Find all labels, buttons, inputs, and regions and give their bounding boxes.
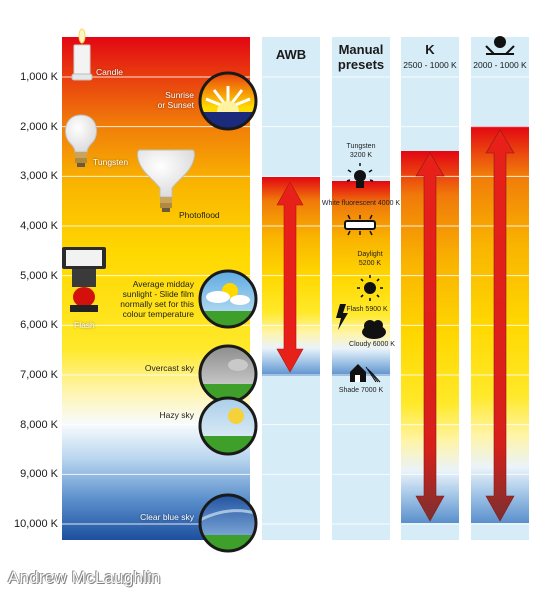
- custom-range-subtitle: 2000 - 1000 K: [473, 60, 527, 70]
- daylight-preset-icon: [357, 275, 383, 301]
- custom-range-arrow: [485, 129, 515, 522]
- awb-range-arrow: [276, 181, 304, 373]
- overcast-label: Overcast sky: [144, 363, 194, 373]
- sunset-icon: [200, 73, 256, 129]
- shade-preset-icon: [350, 364, 381, 383]
- cloudy-preset-icon: [362, 320, 386, 339]
- preset-daylight-line2: 5200 K: [358, 260, 382, 267]
- flash-label: Flash: [74, 320, 95, 330]
- kelvin-tick-label: 10,000 K: [13, 518, 58, 530]
- midday-label-line4: colour temperature: [122, 309, 194, 319]
- manual-presets-header-line2: presets: [337, 57, 385, 72]
- k-range-subtitle: 2500 - 1000 K: [403, 60, 457, 70]
- kelvin-tick-label: 7,000 K: [20, 369, 58, 381]
- sunset-label-line2: or Sunset: [157, 100, 194, 110]
- preset-fluorescent: White fluorescent 4000 K: [321, 200, 401, 207]
- preset-cloudy: Cloudy 6000 K: [349, 341, 395, 348]
- awb-header: AWB: [275, 47, 307, 62]
- midday-label-line3: normally set for this: [120, 299, 194, 309]
- k-header: K: [425, 42, 435, 57]
- kelvin-tick-label: 1,000 K: [20, 71, 58, 83]
- bulb-icon: [64, 114, 98, 167]
- sunset-label-line1: Sunrise: [165, 90, 194, 100]
- midday-label-line2: sunlight - Slide film: [122, 289, 194, 299]
- preset-flash: Flash 5900 K: [346, 306, 388, 313]
- kelvin-tick-label: 8,000 K: [20, 418, 58, 431]
- tungsten-label: Tungsten: [93, 157, 129, 167]
- manual-range-fill: [332, 181, 390, 376]
- kelvin-tick-label: 9,000 K: [20, 468, 58, 481]
- custom-white-balance-icon: [485, 36, 515, 55]
- hazy-label: Hazy sky: [159, 410, 194, 420]
- flash-unit-icon: [62, 247, 106, 312]
- kelvin-tick-label: 2,000 K: [20, 120, 58, 133]
- tungsten-preset-icon: [346, 163, 374, 188]
- preset-shade: Shade 7000 K: [338, 387, 384, 394]
- candle-icon: [71, 28, 93, 81]
- preset-tungsten-line1: Tungsten: [346, 143, 376, 150]
- kelvin-tick-label: 3,000 K: [20, 170, 58, 183]
- midday-label-line1: Average midday: [132, 279, 194, 289]
- kelvin-tick-label: 6,000 K: [20, 319, 58, 332]
- fluorescent-preset-icon: [344, 214, 376, 236]
- candle-label: Candle: [96, 67, 123, 77]
- author-credit: Andrew McLaughlin: [8, 568, 161, 587]
- clear-sky-label: Clear blue sky: [140, 512, 194, 522]
- photoflood-icon: [137, 149, 195, 212]
- kelvin-tick-label: 4,000 K: [20, 220, 58, 232]
- preset-daylight-line1: Daylight: [357, 251, 383, 258]
- manual-presets-header-line1: Manual: [338, 42, 384, 57]
- photoflood-label: Photoflood: [179, 210, 220, 220]
- k-range-arrow: [415, 152, 445, 522]
- flash-preset-icon: [336, 304, 348, 330]
- preset-tungsten-line2: 3200 K: [349, 152, 373, 159]
- kelvin-tick-label: 5,000 K: [20, 269, 58, 282]
